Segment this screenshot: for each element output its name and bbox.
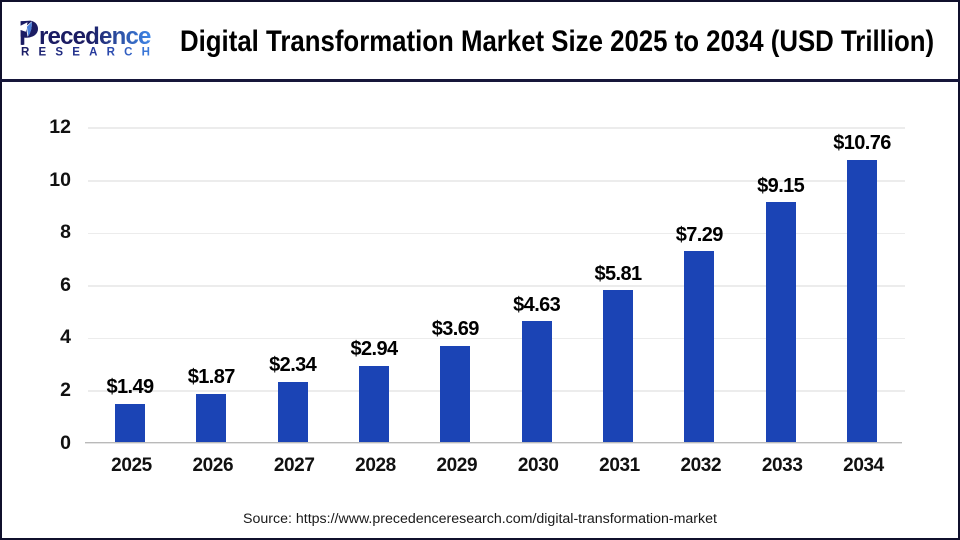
svg-text:recedence: recedence: [39, 23, 151, 50]
svg-text:RESEARCH: RESEARCH: [21, 47, 159, 59]
